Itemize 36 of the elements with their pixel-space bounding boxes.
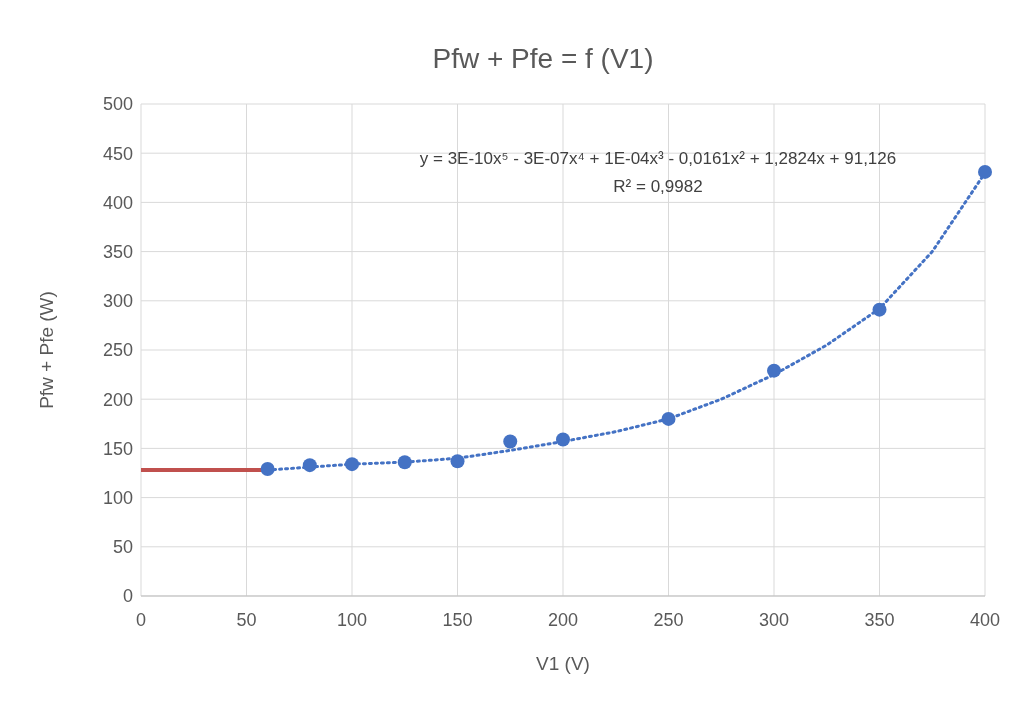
y-tick-label: 400 <box>102 192 133 213</box>
y-tick-label: 0 <box>122 586 133 607</box>
chart-title: Pfw + Pfe = f (V1) <box>432 43 654 74</box>
x-tick-label: 250 <box>653 610 684 630</box>
x-tick-label: 400 <box>969 610 1001 630</box>
annotation: y = 3E-10x⁵ - 3E-07x⁴ + 1E-04x³ - 0,0161x² + 1,2824x + 91,126 <box>419 149 897 168</box>
point <box>260 462 275 477</box>
x-tick-label: 0 <box>135 610 147 630</box>
x-axis-title: V1 (V) <box>536 653 590 674</box>
x-tick-label: 150 <box>442 610 473 630</box>
y-tick-label: 350 <box>102 241 133 262</box>
y-tick-label: 500 <box>102 94 133 115</box>
point <box>345 457 359 472</box>
point <box>978 164 992 179</box>
x-tick-label: 300 <box>758 610 790 630</box>
point <box>872 302 887 317</box>
point <box>661 411 676 426</box>
x-tick-label: 200 <box>547 610 579 630</box>
x-tick-label: 50 <box>236 610 257 630</box>
point <box>302 458 317 473</box>
y-tick-label: 100 <box>102 487 133 508</box>
x-tick-label: 350 <box>864 610 895 630</box>
y-tick-label: 450 <box>102 143 133 164</box>
point <box>397 455 412 470</box>
point <box>767 363 781 378</box>
y-tick-label: 150 <box>102 438 133 459</box>
y-tick-label: 250 <box>102 340 133 361</box>
y-axis-title: Pfw + Pfe (W) <box>36 291 57 409</box>
y-tick-label: 300 <box>102 291 133 312</box>
x-tick-label: 100 <box>336 610 368 630</box>
y-tick-label: 50 <box>112 537 133 558</box>
point <box>450 454 465 469</box>
point <box>556 432 570 447</box>
annotation: R² = 0,9982 <box>613 177 703 196</box>
point <box>503 434 518 449</box>
y-tick-label: 200 <box>102 389 133 410</box>
